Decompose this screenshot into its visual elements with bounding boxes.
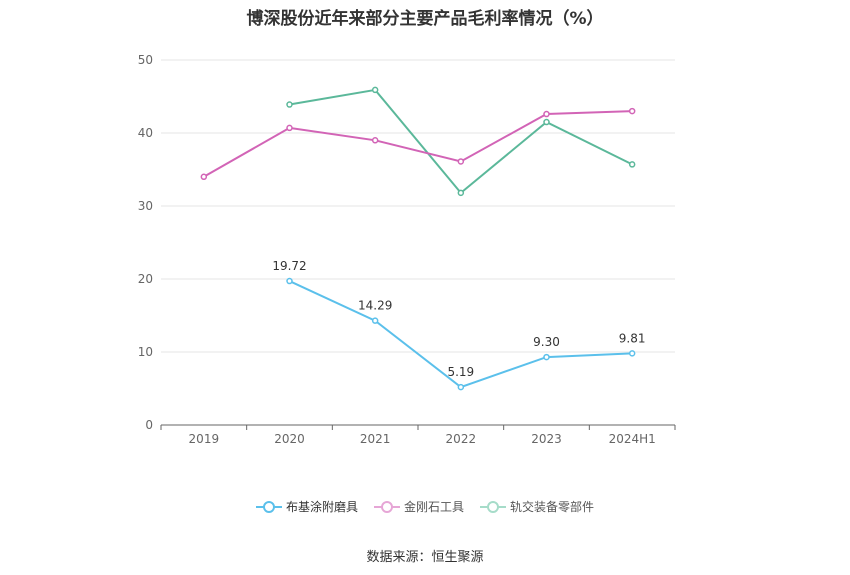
y-tick-label: 40: [138, 126, 153, 140]
data-label: 14.29: [358, 299, 392, 313]
data-point: [628, 350, 636, 357]
legend-marker-icon: [255, 500, 282, 513]
data-point: [543, 353, 550, 361]
legend-label: 布基涂附磨具: [285, 500, 358, 514]
data-point: [457, 189, 465, 197]
data-label: 19.72: [272, 259, 306, 273]
x-tick-label: 2020: [274, 432, 305, 446]
data-point: [371, 317, 379, 324]
x-tick-label: 2024H1: [609, 432, 656, 446]
legend-item-series-0[interactable]: 布基涂附磨具: [255, 498, 358, 515]
y-tick-label: 30: [138, 199, 153, 213]
data-point: [628, 107, 636, 115]
series-line: [289, 88, 633, 195]
data-point: [543, 118, 550, 126]
data-point: [457, 383, 465, 391]
data-label: 5.19: [447, 365, 474, 379]
series-line: [203, 110, 633, 178]
chart-title: 博深股份近年来部分主要产品毛利率情况（%）: [246, 9, 604, 29]
data-point: [371, 86, 379, 94]
legend-label: 金刚石工具: [403, 500, 464, 514]
legend-marker-icon: [373, 500, 400, 513]
data-point: [371, 137, 379, 144]
data-point: [543, 110, 550, 118]
data-label: 9.81: [619, 331, 646, 345]
data-point: [286, 124, 293, 132]
legend-item-series-1[interactable]: 金刚石工具: [373, 498, 464, 515]
legend-label: 轨交装备零部件: [510, 500, 595, 514]
x-tick-label: 2019: [189, 432, 220, 446]
y-tick-label: 20: [138, 272, 153, 286]
data-point: [286, 101, 293, 108]
source-note: 数据来源：恒生聚源: [366, 550, 484, 565]
data-point: [200, 173, 208, 181]
data-label: 9.30: [533, 335, 560, 349]
y-tick-label: 0: [145, 418, 153, 432]
data-point: [286, 277, 293, 285]
data-point: [457, 158, 465, 165]
legend-item-series-2[interactable]: 轨交装备零部件: [480, 498, 594, 515]
x-tick-label: 2021: [360, 432, 391, 446]
y-tick-label: 50: [138, 53, 153, 67]
x-tick-label: 2022: [446, 432, 477, 446]
x-tick-label: 2023: [531, 432, 562, 446]
y-tick-label: 10: [138, 345, 153, 359]
legend-marker-icon: [480, 500, 506, 513]
data-point: [628, 161, 636, 168]
legend: 布基涂附磨具 金刚石工具 轨交装备零部件: [0, 498, 850, 515]
